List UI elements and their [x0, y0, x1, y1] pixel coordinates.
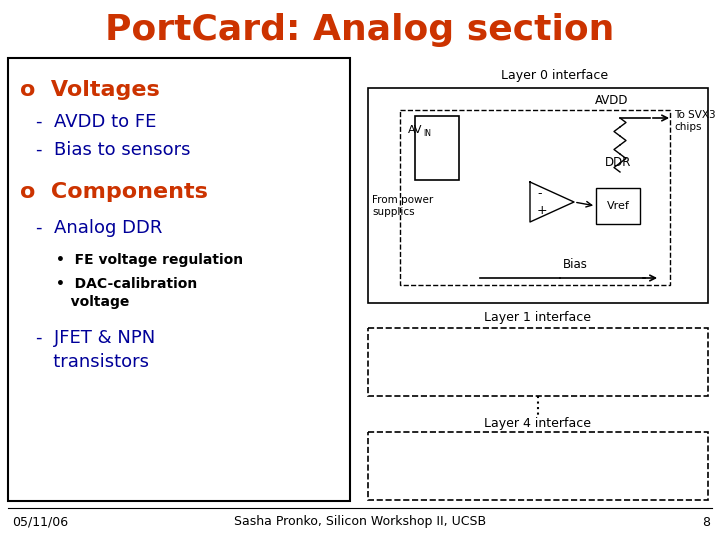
- Text: -  Analog DDR: - Analog DDR: [36, 219, 163, 237]
- Text: •  DAC-calibration: • DAC-calibration: [56, 277, 197, 291]
- Text: o  Voltages: o Voltages: [20, 80, 160, 100]
- Bar: [368, 88, 708, 303]
- Text: Layer 0 interface: Layer 0 interface: [501, 70, 608, 83]
- Text: +: +: [537, 204, 548, 217]
- Text: o  Components: o Components: [20, 182, 208, 202]
- Text: To SVX3: To SVX3: [674, 110, 716, 120]
- Text: 05/11/06: 05/11/06: [12, 516, 68, 529]
- Text: •  FE voltage regulation: • FE voltage regulation: [56, 253, 243, 267]
- Bar: [596, 188, 640, 224]
- Text: -: -: [537, 187, 541, 200]
- Text: -  JFET & NPN: - JFET & NPN: [36, 329, 156, 347]
- Bar: [400, 110, 670, 285]
- Text: Vref: Vref: [606, 201, 629, 211]
- Text: Layer 1 interface: Layer 1 interface: [485, 312, 592, 325]
- Text: voltage: voltage: [56, 295, 130, 309]
- Text: IN: IN: [423, 130, 431, 138]
- Text: Bias: Bias: [563, 259, 588, 272]
- Text: AVDD: AVDD: [595, 93, 629, 106]
- Text: chips: chips: [674, 122, 701, 132]
- Text: PortCard: Analog section: PortCard: Analog section: [105, 13, 615, 47]
- Text: transistors: transistors: [36, 353, 149, 371]
- Bar: [8, 58, 350, 501]
- Text: DDR: DDR: [605, 156, 631, 168]
- Bar: [415, 116, 459, 180]
- Text: From power: From power: [372, 195, 433, 205]
- Text: AV: AV: [408, 125, 423, 135]
- Text: supplics: supplics: [372, 207, 415, 217]
- Bar: [368, 328, 708, 396]
- Bar: [368, 432, 708, 500]
- Text: 8: 8: [702, 516, 710, 529]
- Text: -  Bias to sensors: - Bias to sensors: [36, 141, 191, 159]
- Text: -  AVDD to FE: - AVDD to FE: [36, 113, 156, 131]
- Text: Layer 4 interface: Layer 4 interface: [485, 416, 592, 429]
- Text: Sasha Pronko, Silicon Workshop II, UCSB: Sasha Pronko, Silicon Workshop II, UCSB: [234, 516, 486, 529]
